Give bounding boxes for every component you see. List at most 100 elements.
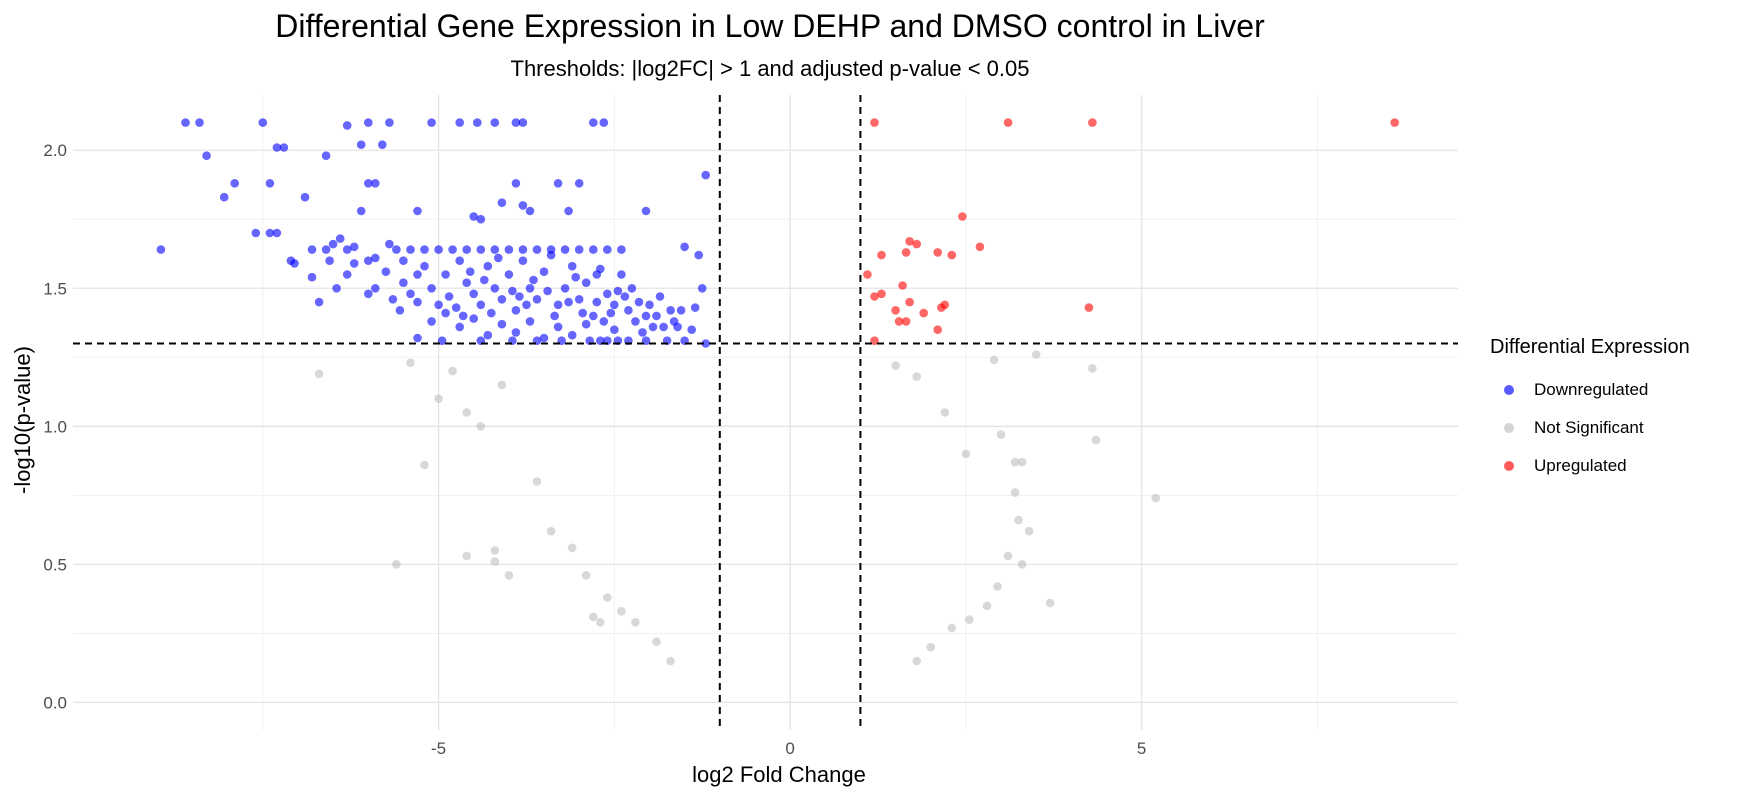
data-point bbox=[666, 306, 675, 315]
data-point bbox=[863, 270, 872, 279]
data-point bbox=[349, 242, 359, 252]
data-point bbox=[940, 300, 950, 310]
data-point bbox=[490, 546, 500, 555]
data-point bbox=[1088, 118, 1097, 127]
data-point bbox=[965, 615, 974, 624]
data-point bbox=[413, 270, 422, 279]
data-point bbox=[599, 317, 609, 326]
data-point bbox=[581, 278, 591, 288]
data-point bbox=[462, 551, 472, 561]
data-point bbox=[378, 140, 387, 149]
data-point bbox=[901, 317, 911, 326]
data-point bbox=[497, 319, 507, 329]
data-point bbox=[894, 317, 904, 326]
data-point bbox=[613, 286, 623, 296]
data-point bbox=[877, 250, 886, 260]
data-point bbox=[870, 118, 879, 127]
data-point bbox=[912, 372, 921, 381]
data-point bbox=[504, 571, 514, 580]
data-point bbox=[420, 261, 429, 271]
data-point bbox=[701, 170, 710, 180]
data-point bbox=[1010, 488, 1020, 497]
data-point bbox=[1151, 493, 1160, 503]
data-point bbox=[490, 284, 500, 293]
data-point bbox=[342, 245, 352, 254]
data-point bbox=[427, 284, 436, 293]
data-point bbox=[620, 292, 630, 301]
data-point bbox=[522, 300, 531, 310]
data-point bbox=[539, 333, 549, 343]
data-point bbox=[518, 245, 528, 254]
data-point bbox=[483, 330, 493, 340]
data-point bbox=[420, 460, 429, 470]
legend: Differential Expression Downregulated No… bbox=[1490, 336, 1690, 485]
data-point bbox=[571, 272, 580, 282]
data-point bbox=[982, 601, 992, 611]
data-point bbox=[265, 179, 275, 188]
data-point bbox=[497, 295, 507, 304]
data-point bbox=[1091, 435, 1101, 445]
x-tick-label: -5 bbox=[431, 739, 446, 758]
data-point bbox=[606, 308, 616, 318]
data-point bbox=[578, 308, 587, 318]
data-point bbox=[1088, 364, 1097, 373]
data-point bbox=[1017, 560, 1027, 569]
data-point bbox=[469, 289, 479, 299]
data-point bbox=[392, 560, 401, 569]
data-point bbox=[617, 270, 626, 279]
data-point bbox=[381, 267, 391, 277]
data-point bbox=[156, 245, 166, 254]
data-point bbox=[455, 118, 465, 127]
data-point bbox=[947, 250, 957, 260]
data-point bbox=[364, 256, 373, 266]
data-point bbox=[451, 303, 461, 312]
data-point bbox=[926, 642, 935, 652]
y-tick-label: 0.0 bbox=[43, 693, 67, 712]
data-point bbox=[560, 245, 570, 254]
data-point bbox=[553, 300, 563, 310]
data-point bbox=[511, 328, 521, 337]
data-point bbox=[912, 239, 921, 249]
data-point bbox=[1017, 457, 1027, 467]
data-point bbox=[321, 151, 331, 160]
data-point bbox=[420, 245, 429, 254]
data-point bbox=[195, 118, 204, 127]
data-point bbox=[539, 267, 549, 277]
axis-ticks: -5 0 5 0.0 0.5 1.0 1.5 2.0 bbox=[43, 141, 1146, 758]
data-point bbox=[230, 179, 239, 188]
data-point bbox=[406, 245, 415, 254]
data-point bbox=[455, 256, 465, 266]
data-point bbox=[624, 306, 633, 315]
data-point bbox=[511, 179, 521, 188]
data-point bbox=[202, 151, 211, 160]
data-point bbox=[687, 325, 696, 335]
data-point bbox=[525, 206, 535, 216]
data-point bbox=[458, 311, 468, 321]
data-point bbox=[961, 449, 971, 459]
data-point bbox=[399, 256, 408, 266]
chart-title: Differential Gene Expression in Low DEHP… bbox=[275, 8, 1265, 44]
data-point bbox=[529, 275, 538, 285]
data-point bbox=[958, 212, 967, 221]
data-point bbox=[1031, 350, 1041, 359]
data-point bbox=[279, 143, 289, 152]
data-point bbox=[321, 245, 331, 254]
legend-label: Upregulated bbox=[1534, 456, 1627, 475]
data-point bbox=[1045, 598, 1055, 608]
data-point bbox=[364, 118, 373, 127]
x-axis-label: log2 Fold Change bbox=[692, 762, 866, 787]
data-point bbox=[690, 303, 700, 312]
data-point bbox=[476, 245, 486, 254]
data-point bbox=[272, 143, 282, 152]
data-point bbox=[325, 256, 334, 266]
data-point bbox=[434, 245, 443, 254]
data-point bbox=[940, 408, 950, 417]
data-point bbox=[497, 198, 507, 207]
data-point bbox=[342, 121, 352, 130]
data-point bbox=[652, 637, 661, 646]
y-tick-label: 1.5 bbox=[43, 279, 67, 298]
data-point bbox=[532, 245, 542, 254]
data-point bbox=[694, 250, 703, 260]
data-point bbox=[441, 308, 450, 318]
